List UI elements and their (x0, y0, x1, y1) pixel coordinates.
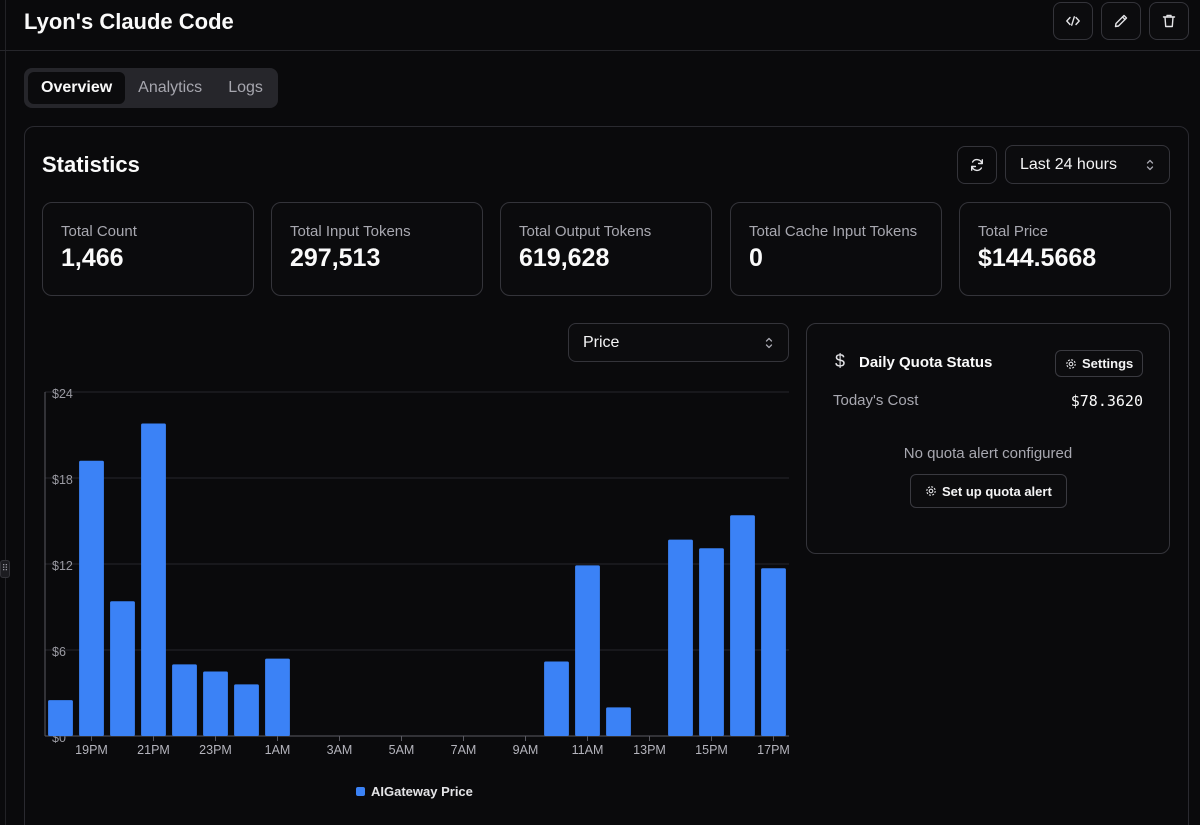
stat-card-value: 619,628 (519, 244, 610, 272)
tab-bar: Overview Analytics Logs (24, 68, 278, 108)
bar (761, 568, 786, 736)
tab-overview[interactable]: Overview (28, 72, 126, 104)
bar (730, 515, 755, 736)
resize-handle-icon[interactable]: ⠿ (0, 560, 10, 578)
x-tick-label: 3AM (327, 743, 353, 757)
stat-card-cache-input-tokens: Total Cache Input Tokens 0 (730, 202, 942, 296)
stat-card-value: 297,513 (290, 244, 381, 272)
x-tick-label: 21PM (137, 743, 170, 757)
today-cost-label: Today's Cost (833, 392, 919, 409)
refresh-icon (971, 158, 984, 172)
bar (141, 423, 166, 736)
stat-card-total-price: Total Price $144.5668 (959, 202, 1171, 296)
quota-title: Daily Quota Status (859, 354, 993, 371)
delete-button[interactable] (1149, 2, 1189, 40)
x-tick-label: 11AM (572, 743, 604, 757)
gear-icon (1066, 358, 1076, 369)
statistics-title: Statistics (42, 152, 140, 177)
stat-card-output-tokens: Total Output Tokens 619,628 (500, 202, 712, 296)
code-icon (1066, 16, 1080, 26)
stat-card-value: $144.5668 (978, 244, 1097, 272)
settings-label: Settings (1082, 356, 1134, 371)
stat-card-value: 1,466 (61, 244, 124, 272)
bar (668, 539, 693, 736)
gear-icon (926, 486, 936, 496)
page-title: Lyon's Claude Code (24, 9, 234, 34)
metric-value: Price (583, 334, 620, 351)
view-code-button[interactable] (1053, 2, 1093, 40)
stat-card-label: Total Price (978, 223, 1049, 240)
bar (606, 707, 631, 736)
statistics-panel: Statistics Last 24 hours Total Count 1,4… (24, 126, 1189, 825)
chevron-up-down-icon (1146, 159, 1154, 171)
stat-card-value: 0 (749, 244, 763, 272)
dollar-icon: $ (835, 351, 846, 371)
bar (234, 684, 259, 736)
x-tick-label: 15PM (695, 743, 728, 757)
y-tick-label: $6 (52, 645, 66, 659)
bar (544, 661, 569, 736)
setup-quota-alert-button[interactable]: Set up quota alert (910, 474, 1067, 508)
tab-logs[interactable]: Logs (228, 79, 263, 96)
time-range-value: Last 24 hours (1020, 156, 1117, 173)
legend-swatch (356, 787, 365, 796)
x-tick-label: 19PM (75, 743, 108, 757)
bar (203, 671, 228, 736)
refresh-button[interactable] (957, 146, 997, 184)
bar (79, 460, 104, 736)
metric-select[interactable]: Price (568, 323, 789, 362)
x-tick-label: 7AM (451, 743, 477, 757)
today-cost-value: $78.3620 (1070, 392, 1143, 410)
bar (172, 664, 197, 736)
y-tick-label: $24 (52, 387, 73, 401)
stat-card-label: Total Cache Input Tokens (749, 223, 918, 240)
bar (48, 700, 73, 736)
bar (575, 565, 600, 736)
bar (699, 548, 724, 736)
x-tick-label: 5AM (389, 743, 415, 757)
price-chart: $0 $6 $12 $18 $24 19PM 21PM 23PM 1AM 3AM 5AM 7AM 9AM… (25, 377, 795, 817)
x-tick-label: 13PM (633, 743, 666, 757)
left-rail (0, 0, 6, 825)
trash-icon (1162, 14, 1176, 28)
x-tick-label: 17PM (757, 743, 790, 757)
y-tick-label: $12 (52, 559, 73, 573)
stat-card-label: Total Output Tokens (519, 223, 652, 240)
setup-alert-label: Set up quota alert (942, 483, 1052, 499)
x-tick-label: 1AM (265, 743, 291, 757)
x-tick-label: 23PM (199, 743, 232, 757)
legend-label: AIGateway Price (371, 784, 473, 799)
y-tick-label: $18 (52, 473, 73, 487)
stat-card-total-count: Total Count 1,466 (42, 202, 254, 296)
daily-quota-card: $ Daily Quota Status Settings Today's Co… (806, 323, 1170, 554)
chevron-up-down-icon (765, 337, 773, 349)
chart-legend[interactable]: AIGateway Price (356, 784, 473, 799)
pencil-icon (1114, 14, 1128, 28)
tab-analytics[interactable]: Analytics (138, 79, 203, 96)
bar (265, 658, 290, 736)
edit-button[interactable] (1101, 2, 1141, 40)
stat-card-label: Total Count (61, 223, 137, 240)
stat-card-label: Total Input Tokens (290, 223, 411, 240)
bar (110, 601, 135, 736)
quota-settings-button[interactable]: Settings (1055, 350, 1144, 377)
x-tick-label: 9AM (513, 743, 539, 757)
top-bar: Lyon's Claude Code (0, 0, 1200, 51)
no-alert-message: No quota alert configured (903, 445, 1073, 462)
stat-card-input-tokens: Total Input Tokens 297,513 (271, 202, 483, 296)
time-range-select[interactable]: Last 24 hours (1005, 145, 1170, 184)
